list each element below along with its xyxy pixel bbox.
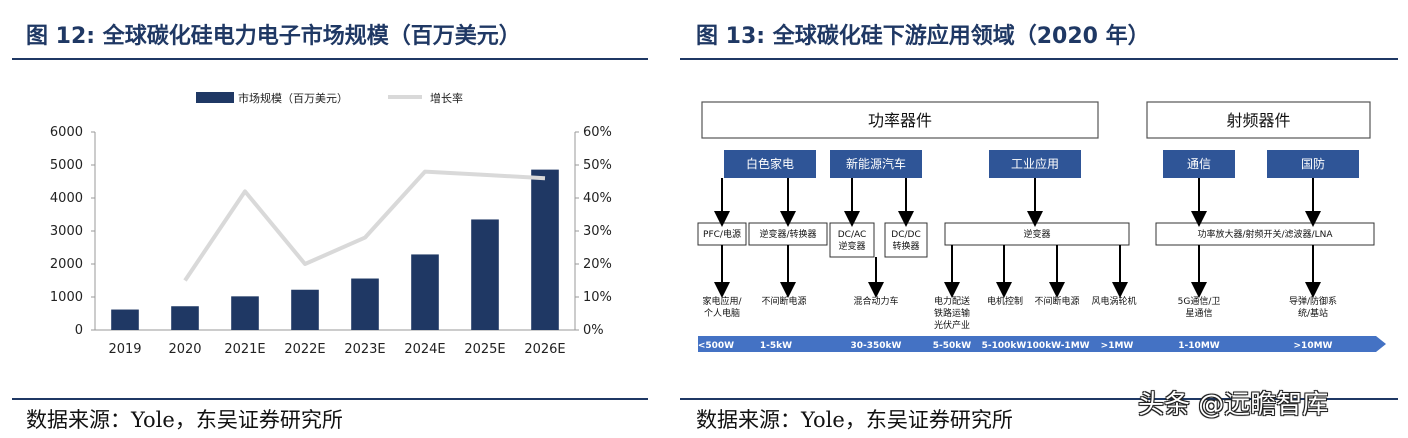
growth-line-series: [183, 169, 546, 282]
title-rule: [680, 58, 1398, 60]
application-label: 家电应用/个人电脑: [702, 295, 742, 319]
device-label: 逆变器: [1023, 228, 1050, 240]
power-scale-label: 1-5kW: [760, 341, 792, 351]
legend-bar-swatch: [196, 92, 234, 103]
right-tick-label: 20%: [583, 257, 612, 272]
market-size-chart: 市场规模（百万美元） 增长率 01000200030004000500060000…: [50, 91, 612, 357]
application-label: 电力配送铁路运输光伏产业: [934, 295, 970, 331]
chart-axes: [91, 131, 579, 331]
right-tick-label: 0%: [583, 323, 604, 338]
power-scale-label: >1MW: [1101, 341, 1134, 351]
left-tick-label: 2000: [50, 257, 83, 272]
category-box: [830, 150, 922, 178]
group-label: 功率器件: [868, 111, 932, 130]
legend-line-label: 增长率: [430, 91, 463, 105]
application-label: 风电涡轮机: [1091, 295, 1136, 307]
bar: [111, 309, 139, 330]
device-label: PFC/电源: [703, 228, 741, 240]
power-scale-label: 5-100kW: [982, 341, 1027, 351]
source-rule: [12, 398, 648, 400]
chart-legend: 市场规模（百万美元） 增长率: [196, 91, 463, 105]
group-label: 射频器件: [1226, 111, 1290, 130]
x-tick-label: 2023E: [344, 342, 385, 357]
growth-line: [183, 169, 546, 282]
category-box: [989, 150, 1081, 178]
figure-13-panel: 图 13: 全球碳化硅下游应用领域（2020 年） 功率器件 射频器件白色家电 新能…: [680, 0, 1408, 438]
watermark: 头条 @远瞻智库: [1138, 390, 1329, 420]
left-tick-label: 4000: [50, 191, 83, 206]
x-tick-label: 2020: [168, 342, 201, 357]
device-label: DC/DC 转换器: [891, 230, 920, 252]
x-tick-label: 2021E: [224, 342, 265, 357]
category-label: 工业应用: [1011, 156, 1059, 171]
figure-12-source: 数据来源：Yole，东吴证券研究所: [26, 408, 343, 432]
bar-series: [111, 169, 559, 330]
group-box: [701, 101, 1099, 139]
device-label: 功率放大器/射频开关/滤波器/LNA: [1197, 228, 1333, 240]
left-tick-label: 5000: [50, 158, 83, 173]
source-rule: [680, 398, 1398, 400]
category-box: [1267, 150, 1359, 178]
power-scale-label: 100kW-1MW: [1026, 341, 1089, 351]
left-tick-label: 1000: [50, 290, 83, 305]
power-scale-label: 1-10MW: [1178, 341, 1219, 351]
power-scale-label: <500W: [698, 341, 734, 351]
bar: [411, 254, 439, 330]
power-scale-label: 30-350kW: [851, 341, 902, 351]
x-tick-label: 2019: [108, 342, 141, 357]
x-tick-label: 2026E: [524, 342, 565, 357]
axis-labels: 0 1000 2000 3000 4000 5000 6000 0% 10% 20% 30% 40% 5…: [50, 125, 612, 357]
right-tick-label: 30%: [583, 224, 612, 239]
x-tick-label: 2022E: [284, 342, 325, 357]
x-tick-label: 2024E: [404, 342, 445, 357]
figure-13-title: 图 13: 全球碳化硅下游应用领域（2020 年）: [696, 24, 1150, 49]
figure-13-source: 数据来源：Yole，东吴证券研究所: [696, 408, 1013, 432]
bar: [351, 278, 379, 330]
left-tick-label: 3000: [50, 224, 83, 239]
application-label: 导弹/防御系统/基站: [1289, 295, 1337, 319]
bar: [231, 296, 259, 330]
legend-bar-label: 市场规模（百万美元）: [238, 91, 348, 105]
bar: [171, 306, 199, 330]
right-tick-label: 10%: [583, 290, 612, 305]
power-scale-label: >10MW: [1294, 341, 1333, 351]
right-tick-label: 40%: [583, 191, 612, 206]
application-label: 5G通信/卫星通信: [1178, 295, 1221, 319]
bar: [291, 289, 319, 330]
device-box: [829, 222, 875, 258]
title-rule: [12, 58, 648, 60]
x-tick-label: 2025E: [464, 342, 505, 357]
power-scale-label: 5-50kW: [933, 341, 972, 351]
device-box: [884, 222, 928, 258]
category-label: 白色家电: [746, 156, 794, 171]
device-box: [1155, 222, 1375, 246]
device-label: DC/AC 逆变器: [838, 230, 867, 252]
right-tick-label: 50%: [583, 158, 612, 173]
bar: [471, 219, 499, 330]
application-label: 混合动力车: [853, 295, 898, 307]
group-box: [1146, 101, 1371, 139]
application-label: 不间断电源: [1034, 295, 1079, 307]
category-box: [1163, 150, 1235, 178]
category-box: [724, 150, 816, 178]
category-label: 通信: [1187, 157, 1211, 171]
power-scale-arrow: [698, 336, 1386, 352]
category-label: 国防: [1301, 156, 1325, 171]
left-tick-label: 0: [75, 323, 83, 338]
category-label: 新能源汽车: [846, 156, 906, 171]
figure-12-title: 图 12: 全球碳化硅电力电子市场规模（百万美元）: [26, 24, 521, 49]
figure-12-panel: 图 12: 全球碳化硅电力电子市场规模（百万美元） 市场规模（百万美元） 增长率 …: [0, 0, 660, 438]
application-label: 不间断电源: [761, 295, 806, 307]
left-tick-label: 6000: [50, 125, 83, 140]
bar: [531, 169, 559, 330]
device-label: 逆变器/转换器: [759, 228, 816, 240]
application-label: 电机控制: [987, 295, 1023, 307]
right-tick-label: 60%: [583, 125, 612, 140]
